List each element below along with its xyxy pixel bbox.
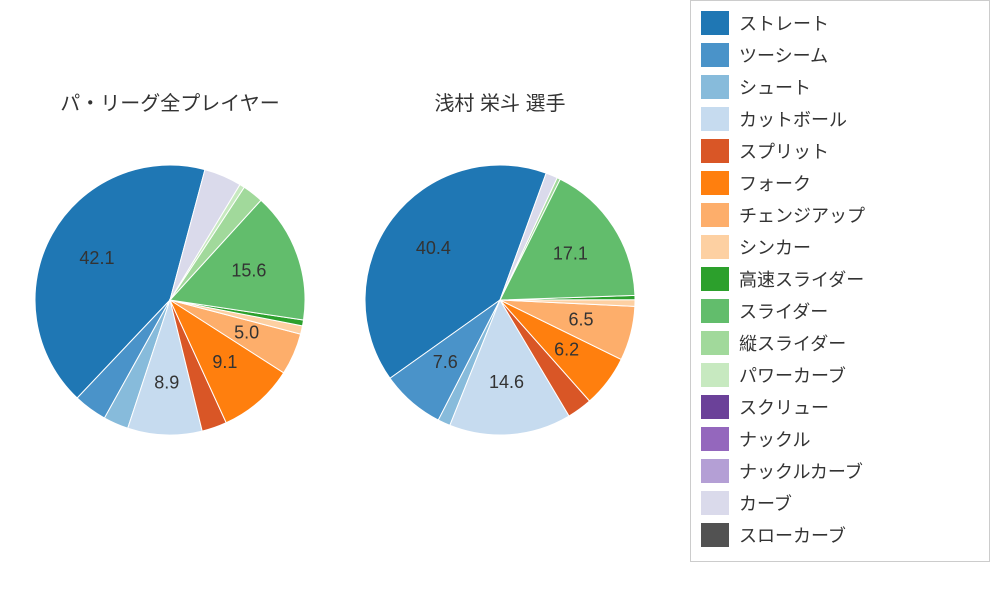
legend-item-slider: スライダー	[701, 295, 979, 327]
legend-label: パワーカーブ	[739, 362, 846, 388]
legend-label: スローカーブ	[739, 522, 846, 548]
legend-item-knuckle: ナックル	[701, 423, 979, 455]
legend-item-slow_curve: スローカーブ	[701, 519, 979, 551]
pie-slice-label: 8.9	[154, 372, 179, 392]
legend-swatch	[701, 523, 729, 547]
legend-swatch	[701, 11, 729, 35]
legend-item-cutball: カットボール	[701, 103, 979, 135]
pie-charts-svg: パ・リーグ全プレイヤー 42.1 8.9 9.1 5.0 15.6 浅村 栄斗 選手 40.4…	[0, 0, 680, 600]
legend-label: ツーシーム	[739, 42, 828, 68]
legend-item-fork: フォーク	[701, 167, 979, 199]
legend-swatch	[701, 299, 729, 323]
pie-charts-area: パ・リーグ全プレイヤー 42.1 8.9 9.1 5.0 15.6 浅村 栄斗 選手 40.4…	[0, 0, 680, 600]
pie-slice-label: 15.6	[231, 261, 266, 281]
legend-label: カットボール	[739, 106, 847, 132]
pie-slice-label: 9.1	[212, 352, 237, 372]
legend-item-fast_slider: 高速スライダー	[701, 263, 979, 295]
legend-swatch	[701, 171, 729, 195]
legend-label: 高速スライダー	[739, 266, 864, 292]
legend-swatch	[701, 395, 729, 419]
legend-label: ストレート	[739, 10, 829, 36]
legend-label: カーブ	[739, 490, 792, 516]
pie-slice-label: 5.0	[234, 322, 259, 342]
legend-swatch	[701, 203, 729, 227]
legend-label: チェンジアップ	[739, 202, 865, 228]
legend-swatch	[701, 107, 729, 131]
legend-item-screw: スクリュー	[701, 391, 979, 423]
legend-swatch	[701, 331, 729, 355]
legend-label: スクリュー	[739, 394, 829, 420]
pie-slice-label: 14.6	[489, 372, 524, 392]
legend-label: ナックルカーブ	[739, 458, 863, 484]
legend-swatch	[701, 459, 729, 483]
legend-swatch	[701, 491, 729, 515]
pie-slice-label: 6.5	[569, 310, 594, 330]
pie-slice-label: 40.4	[416, 238, 451, 258]
legend-swatch	[701, 235, 729, 259]
legend-item-straight: ストレート	[701, 7, 979, 39]
legend-swatch	[701, 139, 729, 163]
legend-label: フォーク	[739, 170, 811, 196]
legend-item-two_seam: ツーシーム	[701, 39, 979, 71]
legend-label: シンカー	[739, 234, 811, 260]
pie-slice-label: 17.1	[553, 243, 588, 263]
legend-item-v_slider: 縦スライダー	[701, 327, 979, 359]
legend-swatch	[701, 363, 729, 387]
pie-slice-label: 42.1	[79, 248, 114, 268]
legend-swatch	[701, 427, 729, 451]
legend-item-sinker: シンカー	[701, 231, 979, 263]
legend-item-curve: カーブ	[701, 487, 979, 519]
pie-slice-label: 7.6	[433, 352, 458, 372]
legend-swatch	[701, 267, 729, 291]
legend-swatch	[701, 43, 729, 67]
legend-item-shoot: シュート	[701, 71, 979, 103]
chart-stage: パ・リーグ全プレイヤー 42.1 8.9 9.1 5.0 15.6 浅村 栄斗 選手 40.4…	[0, 0, 1000, 600]
pie-slice-label: 6.2	[554, 339, 579, 359]
legend-item-knuckle_curve: ナックルカーブ	[701, 455, 979, 487]
legend-item-changeup: チェンジアップ	[701, 199, 979, 231]
legend-label: ナックル	[739, 426, 810, 452]
legend-label: 縦スライダー	[739, 330, 846, 356]
legend-item-power_curve: パワーカーブ	[701, 359, 979, 391]
legend-label: スプリット	[739, 138, 829, 164]
legend-item-split: スプリット	[701, 135, 979, 167]
legend-label: スライダー	[739, 298, 828, 324]
pie-title-league: パ・リーグ全プレイヤー	[60, 92, 279, 115]
legend: ストレートツーシームシュートカットボールスプリットフォークチェンジアップシンカー…	[690, 0, 990, 562]
pie-title-player: 浅村 栄斗 選手	[434, 92, 565, 115]
legend-swatch	[701, 75, 729, 99]
legend-label: シュート	[739, 74, 811, 100]
